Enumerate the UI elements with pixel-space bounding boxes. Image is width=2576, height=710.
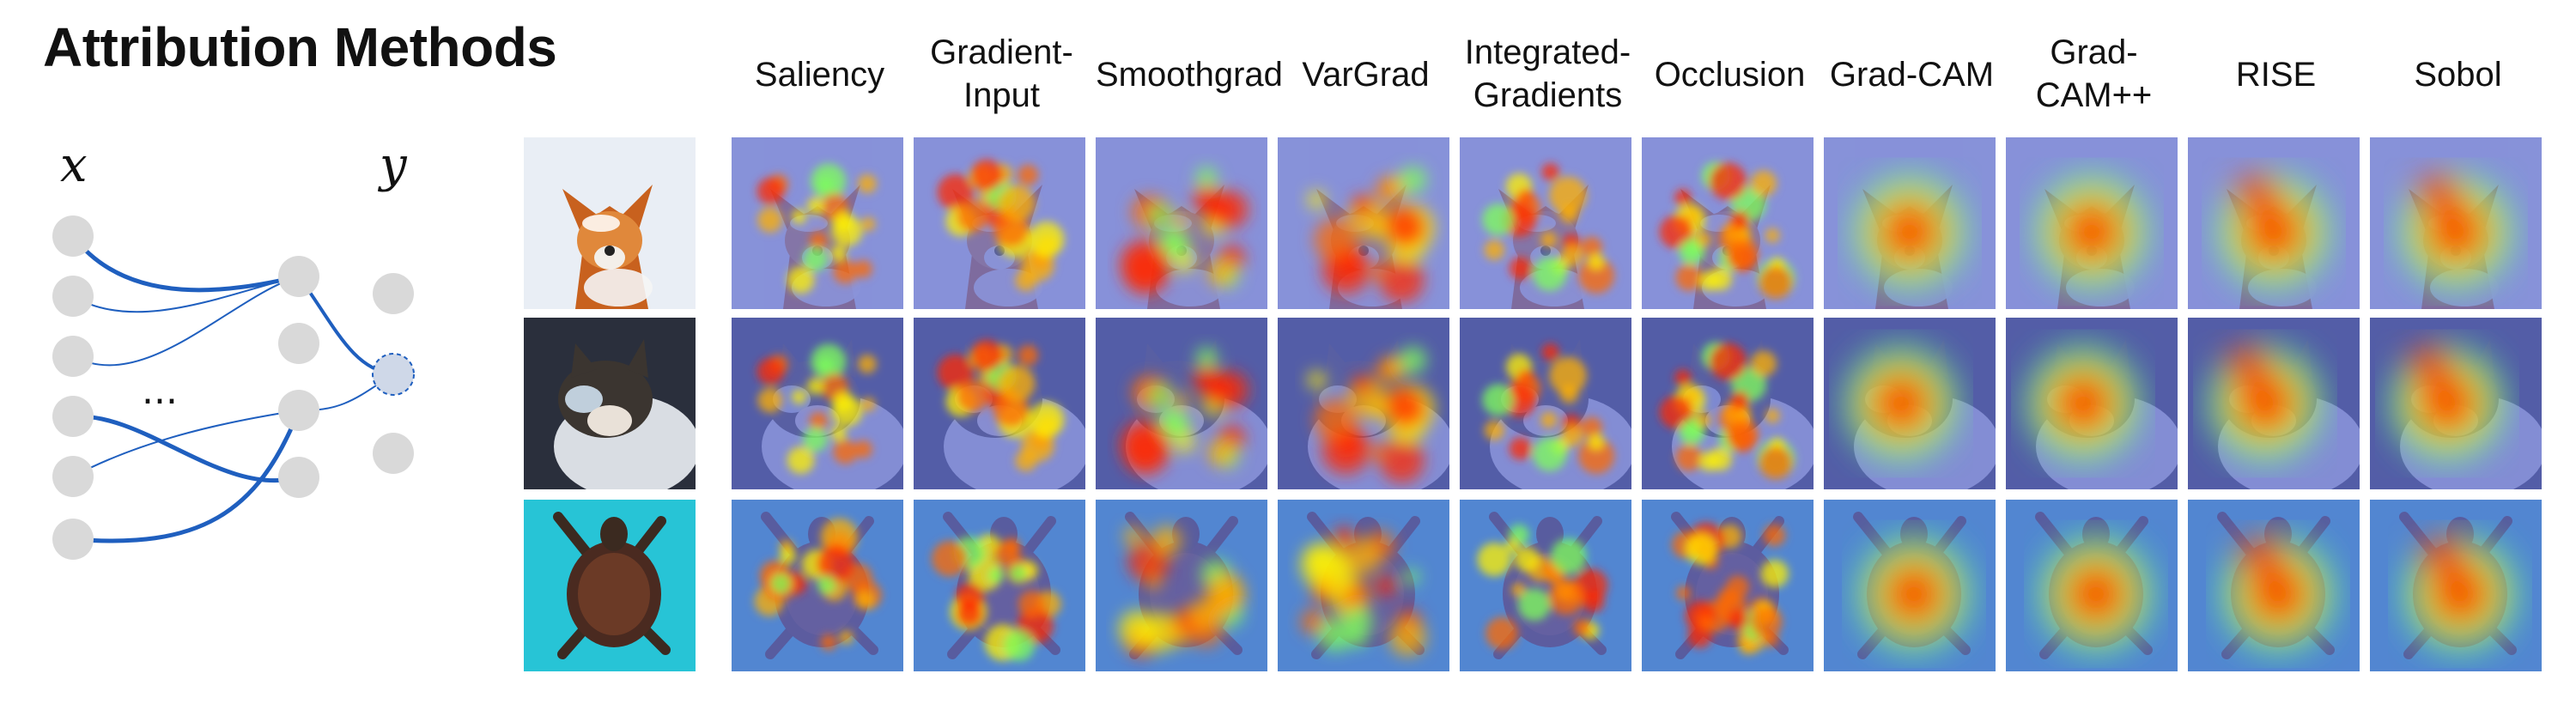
input-node [52,276,94,317]
output-node [373,433,414,474]
method-label: Grad- CAM++ [2035,33,2153,114]
network-edges [70,234,395,543]
attribution-map [1824,137,1996,309]
attribution-map [732,318,903,489]
hidden-node [278,390,319,431]
network-edge [70,234,301,293]
method-label: Saliency [754,56,885,94]
target-output-node [372,353,415,396]
attribution-map [2370,318,2542,489]
figure-title: Attribution Methods [43,16,557,78]
attribution-map [2188,500,2360,671]
attribution-map [914,137,1085,309]
attribution-map [1278,500,1449,671]
method-label: Sobol [2414,56,2502,94]
attribution-map [914,318,1085,489]
attribution-map [2188,318,2360,489]
output-node [373,273,414,314]
attribution-map [2006,318,2178,489]
attribution-map [1096,137,1267,309]
hidden-node [278,323,319,364]
input-image-fox [524,137,696,309]
attribution-map [1460,500,1631,671]
method-label: RISE [2235,56,2317,94]
attribution-map [1278,137,1449,309]
network-nodes [52,215,415,560]
network-diagram: ... [52,215,415,560]
network-edge [72,276,300,367]
input-node [52,519,94,560]
input-image-turtle [524,500,696,671]
attribution-map [1824,318,1996,489]
attribution-map [2006,500,2178,671]
attribution-map [732,500,903,671]
attribution-map [1096,318,1267,489]
network-edge [72,410,300,477]
attribution-map [1642,500,1814,671]
output-label-y: y [380,137,407,193]
attribution-map [1642,137,1814,309]
input-node [52,396,94,437]
method-label: Gradient- Input [930,33,1073,114]
attribution-map [1642,318,1814,489]
attribution-map [1460,318,1631,489]
attribution-map [2370,500,2542,671]
attribution-map [732,137,903,309]
network-edge [70,408,301,543]
network-edge [70,414,301,483]
input-image-cat [524,318,696,489]
method-label: Grad-CAM [1829,56,1995,94]
hidden-ellipsis: ... [142,369,178,413]
attribution-map [2006,137,2178,309]
attribution-map [1278,318,1449,489]
input-node [52,456,94,497]
method-label: Occlusion [1654,56,1806,94]
method-label: Smoothgrad [1096,56,1283,94]
hidden-node [278,256,319,297]
attribution-map [2188,137,2360,309]
attribution-map [1460,137,1631,309]
attribution-map [1096,500,1267,671]
input-node [52,336,94,377]
method-label: VarGrad [1302,56,1430,94]
hidden-node [278,457,319,498]
input-label-x: x [60,137,88,193]
attribution-map [2370,137,2542,309]
input-node [52,215,94,257]
attribution-map [1824,500,1996,671]
method-label: Integrated- Gradients [1464,33,1631,114]
attribution-map [914,500,1085,671]
network-edge [72,276,300,313]
